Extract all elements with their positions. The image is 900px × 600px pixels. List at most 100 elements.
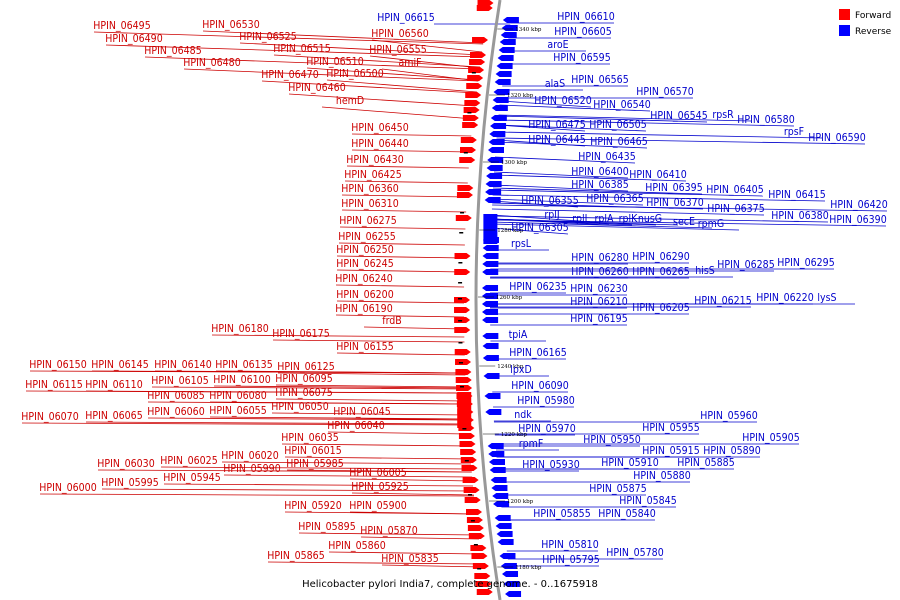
forward-gene-arrow xyxy=(462,115,479,121)
forward-gene-arrow xyxy=(454,307,471,313)
reverse-leader-line xyxy=(493,171,629,179)
reverse-gene-label: HPIN_06215 xyxy=(694,295,751,307)
forward-gene-label: HPIN_06500 xyxy=(326,68,383,80)
forward-gene-arrow xyxy=(466,83,483,89)
forward-gene-arrow xyxy=(468,67,485,73)
forward-gene-label: HPIN_06070 xyxy=(21,411,78,423)
reverse-leader-line xyxy=(492,198,644,206)
reverse-gene-arrow xyxy=(485,189,502,195)
forward-gene-arrow xyxy=(472,37,489,43)
forward-leader-line xyxy=(223,474,473,478)
forward-gene-arrow xyxy=(465,92,482,98)
reverse-gene-label: lysS xyxy=(817,292,836,304)
forward-gene-arrow xyxy=(455,369,472,375)
forward-leader-line xyxy=(213,385,466,389)
reverse-gene-label: HPIN_06370 xyxy=(646,197,703,209)
reverse-gene-label: HPIN_06590 xyxy=(808,132,865,144)
reverse-leader-line xyxy=(493,184,629,192)
reverse-gene-arrow xyxy=(484,197,501,203)
forward-gene-arrow xyxy=(476,5,493,11)
forward-leader-line xyxy=(267,561,483,565)
reverse-gene-label: rplJ xyxy=(544,209,559,221)
reverse-gene-arrow xyxy=(494,515,511,521)
forward-leader-line xyxy=(369,55,480,69)
forward-gene-label: HPIN_06025 xyxy=(160,455,217,467)
reverse-gene-arrow xyxy=(497,55,514,61)
reverse-gene-arrow xyxy=(503,581,520,587)
reverse-gene-label: HPIN_05780 xyxy=(606,547,663,559)
forward-gene-label: HPIN_06250 xyxy=(336,244,393,256)
forward-gene-arrow xyxy=(474,573,491,579)
reverse-leader-line xyxy=(497,124,647,132)
reverse-gene-label: HPIN_05905 xyxy=(742,432,799,444)
reverse-gene-arrow xyxy=(493,89,510,95)
reverse-gene-label: HPIN_06210 xyxy=(570,296,627,308)
reverse-gene-label: HPIN_06435 xyxy=(578,151,635,163)
reverse-gene-arrow xyxy=(502,571,519,577)
reverse-gene-label: HPIN_06545 xyxy=(650,110,707,122)
reverse-gene-label: HPIN_06285 xyxy=(717,259,774,271)
forward-leader-line xyxy=(326,79,477,93)
reverse-gene-arrow xyxy=(487,157,504,163)
reverse-gene-label: HPIN_06400 xyxy=(571,166,628,178)
forward-gene-label: HPIN_05865 xyxy=(267,550,324,562)
reverse-gene-label: HPIN_06540 xyxy=(593,99,650,111)
reverse-leader-line xyxy=(498,115,708,123)
reverse-gene-arrow xyxy=(492,493,509,499)
reverse-leader-line xyxy=(491,215,829,223)
map-caption: Helicobacter pylori India7, complete gen… xyxy=(302,579,598,590)
reverse-gene-label: HPIN_06375 xyxy=(707,203,764,215)
forward-leader-line xyxy=(335,314,465,318)
genome-backbone-arc xyxy=(474,0,502,600)
forward-leader-line xyxy=(85,421,468,425)
reverse-gene-label: HPIN_06165 xyxy=(509,347,566,359)
forward-leader-line xyxy=(327,431,469,435)
reverse-gene-label: secE xyxy=(673,216,695,228)
reverse-gene-label: HPIN_06230 xyxy=(570,283,627,295)
gene-tick xyxy=(458,282,463,284)
reverse-gene-label: nusG xyxy=(638,213,662,225)
forward-leader-line xyxy=(346,165,469,169)
reverse-gene-label: HPIN_06235 xyxy=(509,281,566,293)
reverse-gene-arrow xyxy=(490,477,507,483)
forward-leader-line xyxy=(271,412,468,416)
reverse-gene-label: HPIN_06580 xyxy=(737,114,794,126)
forward-leader-line xyxy=(286,469,472,473)
reverse-leader-line xyxy=(491,221,713,229)
forward-gene-label: HPIN_06155 xyxy=(336,341,393,353)
gene-tick xyxy=(458,342,463,344)
gene-tick xyxy=(467,112,472,114)
forward-gene-label: HPIN_06485 xyxy=(144,45,201,57)
reverse-gene-label: HPIN_06195 xyxy=(570,313,627,325)
forward-gene-label: HPIN_06470 xyxy=(261,69,318,81)
forward-leader-line xyxy=(349,478,473,482)
reverse-leader-line xyxy=(491,223,740,231)
reverse-gene-label: HPIN_05855 xyxy=(533,508,590,520)
reverse-leader-line xyxy=(493,174,687,182)
forward-gene-arrow xyxy=(459,441,476,447)
reverse-leader-line xyxy=(492,204,888,212)
legend: Forward Reverse xyxy=(839,9,892,37)
forward-gene-arrow xyxy=(472,563,489,569)
gene-tick xyxy=(459,362,464,364)
forward-gene-label: HPIN_06175 xyxy=(272,328,329,340)
reverse-gene-label: HPIN_05970 xyxy=(518,423,575,435)
reverse-gene-label: ndk xyxy=(514,409,532,421)
scale-label: 1200 kbp xyxy=(507,499,534,505)
reverse-gene-arrow xyxy=(482,333,499,339)
reverse-gene-arrow xyxy=(488,139,505,145)
reverse-gene-label: HPIN_05845 xyxy=(619,495,676,507)
forward-leader-line xyxy=(39,493,475,497)
forward-gene-label: HPIN_06245 xyxy=(336,258,393,270)
forward-gene-arrow xyxy=(455,215,472,221)
reverse-gene-label: HPIN_05960 xyxy=(700,410,757,422)
reverse-gene-label: HPIN_05950 xyxy=(583,434,640,446)
forward-gene-arrow xyxy=(470,52,487,58)
forward-leader-line xyxy=(202,30,484,44)
forward-gene-label: HPIN_06360 xyxy=(341,183,398,195)
forward-gene-label: HPIN_06065 xyxy=(85,410,142,422)
forward-gene-label: HPIN_06055 xyxy=(209,405,266,417)
reverse-gene-label: HPIN_06280 xyxy=(571,252,628,264)
forward-gene-label: HPIN_05860 xyxy=(328,540,385,552)
forward-gene-arrow xyxy=(475,581,492,587)
